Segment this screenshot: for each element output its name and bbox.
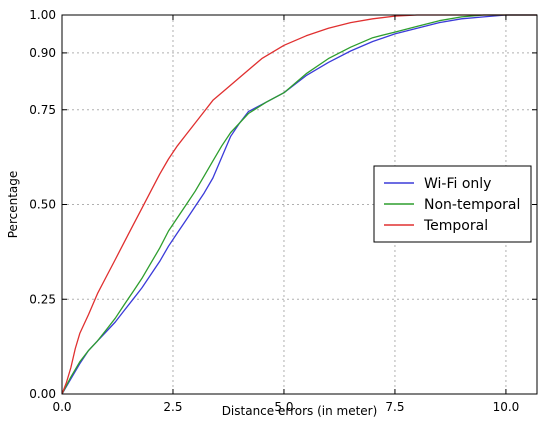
x-tick-label: 7.5 xyxy=(385,400,404,414)
y-tick-label: 1.00 xyxy=(29,8,56,22)
x-tick-label: 5.0 xyxy=(274,400,293,414)
series-lines xyxy=(61,14,537,395)
y-tick-label: 0.90 xyxy=(29,46,56,60)
y-axis-label: Percentage xyxy=(6,171,20,239)
x-tick-label: 10.0 xyxy=(493,400,520,414)
y-tick-label: 0.00 xyxy=(29,387,56,401)
legend-label: Non-temporal xyxy=(424,197,520,213)
y-tick-label: 0.25 xyxy=(29,292,56,306)
y-tick-label: 0.75 xyxy=(29,103,56,117)
legend-label: Temporal xyxy=(423,218,488,234)
legend: Wi-Fi only Non-temporal Temporal xyxy=(373,165,532,243)
series-line-temporal xyxy=(61,14,537,395)
series-line-non-temporal xyxy=(61,14,537,395)
axis-ticks: 0.0 2.5 5.0 7.5 10.0 0.00 0.25 0.50 0.75 0.90 1.00 xyxy=(29,8,537,414)
x-tick-label: 0.0 xyxy=(52,400,71,414)
legend-label: Wi-Fi only xyxy=(424,176,491,192)
x-tick-label: 2.5 xyxy=(163,400,182,414)
y-tick-label: 0.50 xyxy=(29,198,56,212)
series-line-wi-fi-only xyxy=(61,14,537,395)
x-axis-label: Distance errors (in meter) xyxy=(222,404,378,418)
